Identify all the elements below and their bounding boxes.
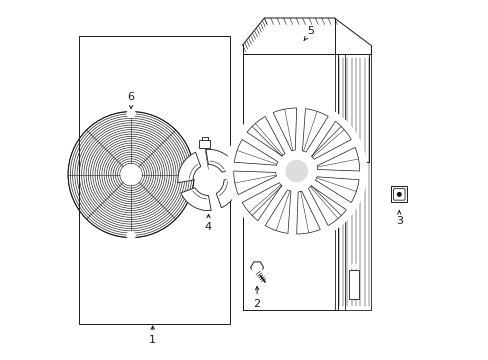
Circle shape	[397, 193, 400, 196]
Text: 3: 3	[395, 211, 402, 226]
Polygon shape	[178, 152, 201, 183]
Polygon shape	[250, 262, 263, 273]
Circle shape	[126, 109, 135, 118]
Bar	[334, 54, 370, 310]
Text: 2: 2	[253, 287, 260, 309]
Circle shape	[251, 266, 262, 276]
Circle shape	[126, 231, 135, 240]
Bar	[348, 270, 358, 299]
Bar	[79, 36, 230, 324]
Circle shape	[287, 285, 292, 290]
Polygon shape	[264, 190, 290, 233]
Polygon shape	[308, 186, 346, 226]
Polygon shape	[315, 177, 358, 202]
Polygon shape	[205, 149, 236, 172]
Circle shape	[351, 264, 356, 269]
Circle shape	[285, 160, 307, 182]
Circle shape	[187, 170, 196, 179]
Circle shape	[248, 179, 253, 184]
Polygon shape	[272, 108, 296, 151]
Bar	[199, 140, 210, 148]
Text: 1: 1	[149, 326, 156, 345]
Polygon shape	[233, 171, 276, 195]
Polygon shape	[311, 121, 350, 159]
Circle shape	[276, 151, 316, 191]
Text: 5: 5	[303, 26, 314, 41]
Circle shape	[327, 179, 332, 184]
Polygon shape	[234, 139, 277, 165]
Text: 4: 4	[204, 215, 212, 232]
FancyBboxPatch shape	[393, 189, 404, 200]
Circle shape	[121, 165, 141, 185]
Circle shape	[198, 170, 218, 190]
Circle shape	[126, 170, 135, 179]
Polygon shape	[181, 188, 211, 211]
Polygon shape	[216, 177, 239, 208]
Polygon shape	[242, 183, 281, 221]
Polygon shape	[316, 147, 359, 171]
Polygon shape	[296, 191, 320, 234]
Polygon shape	[246, 116, 285, 156]
Polygon shape	[302, 109, 327, 152]
Bar	[390, 186, 407, 202]
Circle shape	[203, 174, 214, 186]
Circle shape	[287, 74, 292, 79]
Circle shape	[226, 101, 366, 241]
Text: 6: 6	[127, 92, 134, 109]
